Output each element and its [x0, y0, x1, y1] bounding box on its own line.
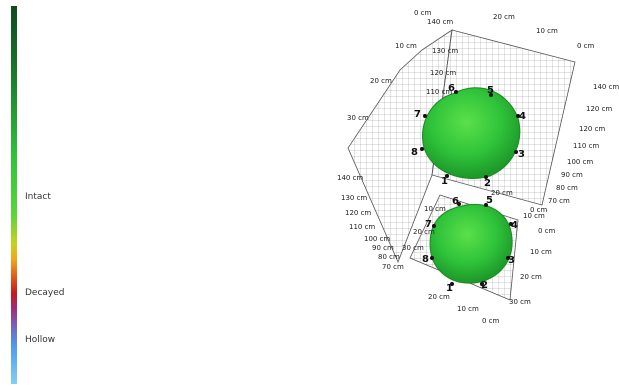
svg-text:0 cm: 0 cm: [482, 317, 500, 325]
svg-text:30 cm: 30 cm: [509, 298, 531, 306]
svg-text:30 cm: 30 cm: [402, 244, 424, 252]
svg-text:3: 3: [508, 255, 515, 266]
svg-text:8: 8: [411, 147, 418, 158]
svg-text:2: 2: [481, 280, 488, 291]
color-scale-bar: [11, 6, 17, 384]
svg-text:4: 4: [519, 111, 526, 122]
svg-text:30 cm: 30 cm: [347, 114, 369, 122]
svg-text:10 cm: 10 cm: [523, 212, 545, 220]
svg-text:7: 7: [425, 219, 432, 230]
svg-text:3: 3: [518, 149, 525, 160]
svg-text:8: 8: [422, 254, 429, 265]
svg-text:130 cm: 130 cm: [432, 47, 458, 55]
svg-text:6: 6: [448, 83, 455, 94]
svg-text:10 cm: 10 cm: [530, 248, 552, 256]
svg-text:20 cm: 20 cm: [428, 293, 450, 301]
svg-text:70 cm: 70 cm: [382, 263, 404, 271]
svg-text:10 cm: 10 cm: [424, 205, 446, 213]
svg-text:140 cm: 140 cm: [427, 18, 453, 26]
svg-text:20 cm: 20 cm: [493, 13, 515, 21]
upper-cross-section: [422, 87, 521, 179]
svg-text:90 cm: 90 cm: [561, 171, 583, 179]
svg-text:20 cm: 20 cm: [520, 273, 542, 281]
svg-text:140 cm: 140 cm: [593, 83, 619, 91]
lower-cross-section: [429, 204, 513, 284]
svg-text:70 cm: 70 cm: [548, 197, 570, 205]
legend-hollow-label: Hollow: [25, 335, 56, 345]
left-grid-wall: [347, 29, 453, 264]
svg-text:0 cm: 0 cm: [530, 206, 548, 214]
svg-text:140 cm: 140 cm: [337, 174, 363, 182]
svg-text:20 cm: 20 cm: [491, 189, 513, 197]
svg-text:100 cm: 100 cm: [567, 158, 593, 166]
svg-text:1: 1: [446, 283, 453, 294]
svg-text:5: 5: [487, 85, 494, 96]
svg-text:120 cm: 120 cm: [345, 209, 371, 217]
svg-text:80 cm: 80 cm: [378, 253, 400, 261]
svg-text:110 cm: 110 cm: [426, 88, 452, 96]
svg-text:4: 4: [511, 220, 518, 231]
svg-text:130 cm: 130 cm: [341, 194, 367, 202]
svg-text:110 cm: 110 cm: [573, 142, 599, 150]
lower-axis-ticks: 10 cm 0 cm 10 cm 20 cm 30 cm 20 cm 10 cm…: [402, 212, 556, 325]
svg-text:7: 7: [414, 109, 421, 120]
legend-intact-label: Intact: [25, 192, 51, 202]
svg-text:110 cm: 110 cm: [349, 223, 375, 231]
svg-text:0 cm: 0 cm: [577, 42, 595, 50]
svg-text:0 cm: 0 cm: [414, 9, 432, 17]
legend-decayed-label: Decayed: [25, 288, 65, 298]
svg-text:120 cm: 120 cm: [586, 105, 612, 113]
svg-text:10 cm: 10 cm: [457, 305, 479, 313]
svg-text:2: 2: [484, 178, 491, 189]
svg-text:10 cm: 10 cm: [536, 27, 558, 35]
upper-sensors: 1 2 3 4 5 6 7 8: [411, 83, 526, 189]
svg-text:10 cm: 10 cm: [395, 42, 417, 50]
svg-text:120 cm: 120 cm: [579, 125, 605, 133]
svg-text:5: 5: [486, 195, 493, 206]
svg-text:0 cm: 0 cm: [538, 227, 556, 235]
svg-text:90 cm: 90 cm: [372, 244, 394, 252]
lower-sensors: 1 2 3 4 5 6 7 8: [422, 195, 518, 294]
svg-text:80 cm: 80 cm: [556, 184, 578, 192]
svg-text:1: 1: [441, 176, 448, 187]
svg-text:20 cm: 20 cm: [413, 228, 435, 236]
svg-text:100 cm: 100 cm: [364, 235, 390, 243]
svg-text:6: 6: [452, 196, 459, 207]
svg-text:120 cm: 120 cm: [430, 69, 456, 77]
svg-text:20 cm: 20 cm: [370, 77, 392, 85]
upper-axis-ticks: 0 cm 140 cm 130 cm 120 cm 110 cm 20 cm 1…: [337, 9, 619, 271]
